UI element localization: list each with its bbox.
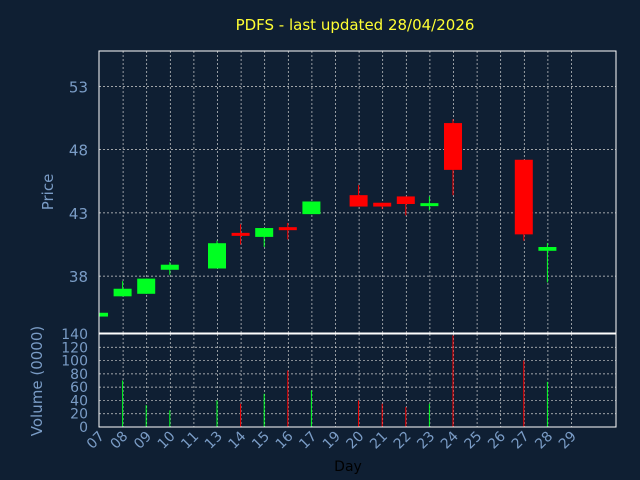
price-tick-label: 38 bbox=[69, 268, 88, 286]
y-axis-label: Price bbox=[39, 174, 57, 211]
price-tick-label: 53 bbox=[69, 78, 88, 96]
volume-tick-label: 120 bbox=[61, 340, 88, 356]
volume-tick-label: 0 bbox=[79, 420, 88, 436]
candle-body bbox=[538, 247, 557, 251]
volume-panel-frame bbox=[98, 333, 617, 428]
candle-body bbox=[444, 123, 462, 170]
candle-body bbox=[99, 312, 108, 317]
volume-tick-label: 80 bbox=[70, 367, 88, 383]
volume-tick-label: 60 bbox=[70, 380, 88, 396]
candle-body bbox=[231, 232, 250, 236]
candle-body bbox=[160, 264, 179, 270]
volume-tick-label: 140 bbox=[61, 327, 88, 343]
candle-body bbox=[113, 288, 132, 297]
price-panel-frame bbox=[98, 50, 617, 334]
volume-axis-label: Volume (0000) bbox=[28, 326, 46, 436]
candlesticks bbox=[98, 119, 557, 317]
price-tick-label: 43 bbox=[69, 205, 88, 223]
volume-bars bbox=[122, 335, 548, 427]
chart-title: PDFS - last updated 28/04/2026 bbox=[236, 16, 475, 34]
candle-body bbox=[208, 243, 226, 269]
candle-body bbox=[373, 202, 392, 207]
x-axis-label: Day bbox=[334, 459, 362, 475]
candle-body bbox=[420, 203, 439, 207]
volume-tick-label: 20 bbox=[70, 407, 88, 423]
candle-body bbox=[255, 228, 274, 237]
volume-tick-label: 40 bbox=[70, 393, 88, 409]
candle-body bbox=[514, 159, 533, 235]
candle-body bbox=[302, 201, 321, 215]
candle-body bbox=[396, 196, 415, 205]
price-tick-labels: 38 43 48 53 bbox=[69, 78, 88, 286]
candle-body bbox=[278, 227, 297, 231]
price-tick-label: 48 bbox=[69, 142, 88, 160]
volume-tick-label: 100 bbox=[61, 354, 88, 370]
candle-body bbox=[349, 195, 368, 207]
price-grid bbox=[99, 51, 616, 333]
candle-body bbox=[137, 278, 156, 294]
